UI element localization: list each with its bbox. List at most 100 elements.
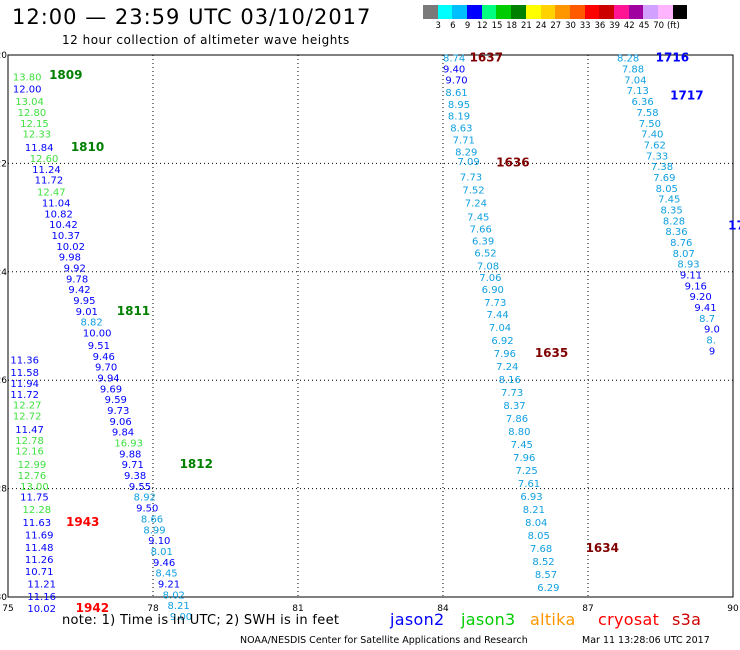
data-point-label: 8.93 [677, 260, 699, 271]
data-point-label: 7.13 [627, 86, 649, 97]
pass-time-label: 1942 [76, 601, 109, 615]
pass-time-label: 17 [728, 219, 740, 233]
data-point-label: 8.99 [143, 525, 165, 536]
data-point-label: 8.28 [663, 216, 685, 227]
data-point-label: 9.70 [95, 363, 117, 374]
legend-swatch [437, 5, 453, 19]
data-point-label: 11.58 [10, 368, 39, 379]
data-point-label: 7.71 [453, 136, 475, 147]
data-point-label: 6.52 [474, 248, 496, 259]
data-point-label: 9.71 [122, 460, 144, 471]
data-point-label: 8.07 [673, 249, 695, 260]
data-point-label: 9.11 [680, 271, 702, 282]
data-point-label: 8.21 [523, 505, 545, 516]
data-point-label: 7.58 [636, 108, 658, 119]
data-point-label: 10.37 [52, 231, 81, 242]
legend-label: 21 [520, 21, 532, 31]
data-point-label: 7.04 [624, 75, 646, 86]
data-point-label: 7.66 [470, 224, 492, 235]
data-point-label: 13.00 [20, 482, 49, 493]
data-point-label: 9.50 [136, 504, 158, 515]
data-point-label: 9.94 [97, 373, 119, 384]
data-point-label: 13.80 [13, 73, 42, 84]
legend-swatch [643, 5, 658, 19]
legend-label: 12 [476, 21, 488, 31]
legend-swatch [555, 5, 570, 19]
chart-title: 12:00 — 23:59 UTC 03/10/2017 [12, 5, 372, 29]
data-point-label: 11.84 [25, 143, 54, 154]
pass-time-label: 1637 [470, 51, 503, 65]
data-point-label: 7.73 [460, 172, 482, 183]
data-point-label: 6.39 [472, 236, 494, 247]
data-point-label: 8.76 [670, 238, 692, 249]
data-point-label: 11.63 [23, 518, 52, 529]
satellite-label-jason2: jason2 [390, 610, 445, 629]
data-point-label: 7.06 [479, 273, 501, 284]
data-point-label: 10.02 [56, 242, 85, 253]
data-point-label: 11.72 [35, 176, 64, 187]
data-point-label: 8.7 [699, 314, 715, 325]
data-point-label: 12.76 [18, 471, 47, 482]
data-point-label: 11.04 [42, 198, 71, 209]
chart-subtitle: 12 hour collection of altimeter wave hei… [62, 33, 350, 47]
data-point-label: 7.62 [644, 140, 666, 151]
data-point-label: 11.36 [10, 356, 39, 367]
data-point-label: 7.44 [487, 310, 509, 321]
data-point-label: 6.92 [491, 336, 513, 347]
credit-line: NOAA/NESDIS Center for Satellite Applica… [240, 635, 528, 646]
data-point-label: 11.26 [25, 555, 54, 566]
data-point-label: 10.82 [44, 209, 73, 220]
legend-swatch [569, 5, 585, 19]
data-point-label: 13.04 [15, 97, 44, 108]
data-point-label: 7.24 [496, 362, 518, 373]
plot-frame [7, 54, 734, 598]
data-point-label: 8.82 [81, 318, 103, 329]
legend-swatches [423, 5, 688, 19]
satellite-label-jason3: jason3 [461, 610, 516, 629]
data-point-label: 11.94 [10, 379, 39, 390]
data-point-label: 9.73 [107, 406, 129, 417]
legend-swatch [452, 5, 468, 19]
data-point-label: 6.90 [482, 285, 504, 296]
data-point-label: 12.80 [18, 108, 47, 119]
color-legend: 3 6 9 12 15 18 21 24 27 30 33 36 39 42 45 70 (ft) [423, 5, 688, 31]
data-point-label: 8.63 [450, 124, 472, 135]
x-tick-label: 81 [292, 604, 303, 614]
data-point-label: 8.28 [617, 54, 639, 65]
data-point-label: 12.99 [18, 460, 47, 471]
data-point-label: 9.10 [148, 536, 170, 547]
legend-labels: 3 6 9 12 15 18 21 24 27 30 33 36 39 42 45 70 (ft) [423, 19, 687, 31]
data-point-label: 9.0 [704, 325, 720, 336]
legend-swatch [658, 5, 673, 19]
data-point-label: 7.08 [477, 261, 499, 272]
data-point-label: 8.37 [503, 401, 525, 412]
data-point-label: 8.04 [525, 518, 547, 529]
pass-time-label: 1810 [71, 140, 104, 154]
data-point-label: 12.28 [23, 505, 52, 516]
data-point-label: 8.57 [535, 570, 557, 581]
data-point-label: 9.42 [68, 285, 90, 296]
legend-swatch [496, 5, 512, 19]
data-point-label: 6.93 [520, 492, 542, 503]
data-point-label: 9.92 [64, 263, 86, 274]
data-point-label: 12.47 [37, 188, 66, 199]
data-point-label: 8.01 [151, 547, 173, 558]
data-point-label: 11.75 [20, 493, 49, 504]
data-point-label: 9.40 [443, 65, 465, 76]
data-point-label: 7.52 [462, 185, 484, 196]
pass-time-label: 1811 [117, 304, 150, 318]
data-point-label: 8.05 [528, 531, 550, 542]
legend-swatch [613, 5, 629, 19]
data-point-label: 8.35 [661, 205, 683, 216]
data-point-label: 7.33 [646, 151, 668, 162]
legend-label: 42 [623, 21, 635, 31]
data-point-label: 7.45 [511, 440, 533, 451]
data-point-label: 12.72 [13, 411, 42, 422]
legend-label: 15 [491, 21, 503, 31]
data-point-label: 9.84 [112, 428, 134, 439]
data-point-label: 7.61 [518, 479, 540, 490]
data-point-label: 7.25 [516, 466, 538, 477]
timestamp: Mar 11 13:28:06 UTC 2017 [582, 635, 710, 646]
data-point-label: 8.66 [141, 514, 163, 525]
data-point-label: 6.29 [537, 583, 559, 594]
